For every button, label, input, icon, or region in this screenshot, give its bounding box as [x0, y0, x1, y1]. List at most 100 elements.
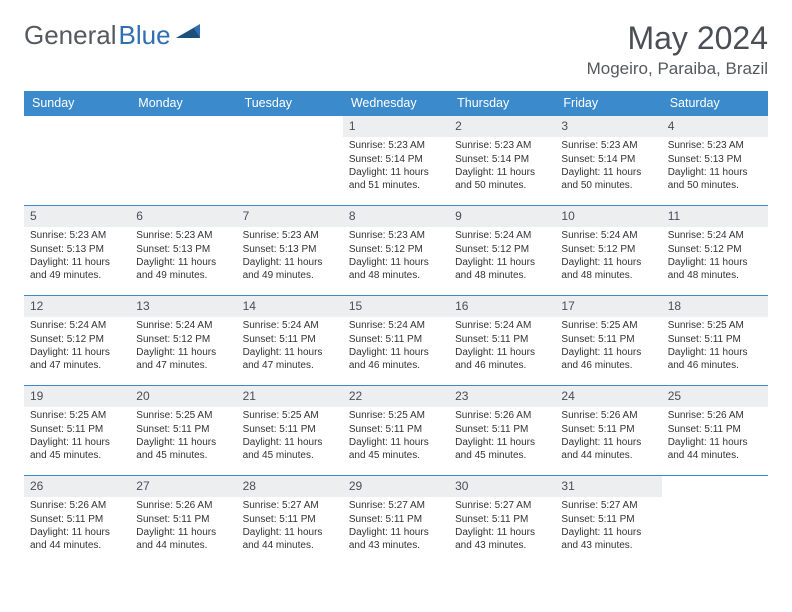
- daylight-line: Daylight: 11 hours and 47 minutes.: [136, 347, 230, 372]
- day-number: 31: [555, 476, 661, 497]
- day-info: Sunrise: 5:26 AMSunset: 5:11 PMDaylight:…: [555, 407, 661, 469]
- day-header: Monday: [130, 91, 236, 116]
- day-cell: 21Sunrise: 5:25 AMSunset: 5:11 PMDayligh…: [237, 386, 343, 476]
- day-number: 22: [343, 386, 449, 407]
- day-number: 1: [343, 116, 449, 137]
- triangle-icon: [176, 22, 202, 45]
- day-info: Sunrise: 5:25 AMSunset: 5:11 PMDaylight:…: [24, 407, 130, 469]
- sunset-line: Sunset: 5:14 PM: [349, 154, 443, 167]
- daylight-line: Daylight: 11 hours and 45 minutes.: [455, 437, 549, 462]
- day-cell: 12Sunrise: 5:24 AMSunset: 5:12 PMDayligh…: [24, 296, 130, 386]
- day-info: Sunrise: 5:24 AMSunset: 5:11 PMDaylight:…: [343, 317, 449, 379]
- daylight-line: Daylight: 11 hours and 48 minutes.: [349, 257, 443, 282]
- daylight-line: Daylight: 11 hours and 48 minutes.: [561, 257, 655, 282]
- day-header-row: Sunday Monday Tuesday Wednesday Thursday…: [24, 91, 768, 116]
- day-number: 28: [237, 476, 343, 497]
- sunrise-line: Sunrise: 5:23 AM: [668, 140, 762, 153]
- daylight-line: Daylight: 11 hours and 49 minutes.: [243, 257, 337, 282]
- daylight-line: Daylight: 11 hours and 44 minutes.: [668, 437, 762, 462]
- day-number: 7: [237, 206, 343, 227]
- sunrise-line: Sunrise: 5:25 AM: [349, 410, 443, 423]
- daylight-line: Daylight: 11 hours and 43 minutes.: [455, 527, 549, 552]
- day-info: Sunrise: 5:23 AMSunset: 5:13 PMDaylight:…: [130, 227, 236, 289]
- sunrise-line: Sunrise: 5:25 AM: [668, 320, 762, 333]
- day-cell: 10Sunrise: 5:24 AMSunset: 5:12 PMDayligh…: [555, 206, 661, 296]
- day-number: 27: [130, 476, 236, 497]
- day-info: Sunrise: 5:23 AMSunset: 5:14 PMDaylight:…: [449, 137, 555, 199]
- sunset-line: Sunset: 5:11 PM: [349, 424, 443, 437]
- day-info: Sunrise: 5:26 AMSunset: 5:11 PMDaylight:…: [130, 497, 236, 559]
- header: GeneralBlue May 2024 Mogeiro, Paraiba, B…: [24, 20, 768, 79]
- day-cell: 29Sunrise: 5:27 AMSunset: 5:11 PMDayligh…: [343, 476, 449, 566]
- day-cell: 25Sunrise: 5:26 AMSunset: 5:11 PMDayligh…: [662, 386, 768, 476]
- day-info: Sunrise: 5:25 AMSunset: 5:11 PMDaylight:…: [343, 407, 449, 469]
- day-cell: 3Sunrise: 5:23 AMSunset: 5:14 PMDaylight…: [555, 116, 661, 206]
- sunset-line: Sunset: 5:11 PM: [243, 424, 337, 437]
- day-number: [24, 116, 130, 122]
- daylight-line: Daylight: 11 hours and 45 minutes.: [30, 437, 124, 462]
- day-cell: 30Sunrise: 5:27 AMSunset: 5:11 PMDayligh…: [449, 476, 555, 566]
- daylight-line: Daylight: 11 hours and 46 minutes.: [455, 347, 549, 372]
- day-cell: 27Sunrise: 5:26 AMSunset: 5:11 PMDayligh…: [130, 476, 236, 566]
- day-cell: 7Sunrise: 5:23 AMSunset: 5:13 PMDaylight…: [237, 206, 343, 296]
- daylight-line: Daylight: 11 hours and 44 minutes.: [243, 527, 337, 552]
- day-number: 8: [343, 206, 449, 227]
- week-row: 26Sunrise: 5:26 AMSunset: 5:11 PMDayligh…: [24, 476, 768, 566]
- sunrise-line: Sunrise: 5:26 AM: [30, 500, 124, 513]
- day-info: Sunrise: 5:23 AMSunset: 5:13 PMDaylight:…: [24, 227, 130, 289]
- day-header: Saturday: [662, 91, 768, 116]
- sunrise-line: Sunrise: 5:25 AM: [30, 410, 124, 423]
- day-number: 13: [130, 296, 236, 317]
- calendar-table: Sunday Monday Tuesday Wednesday Thursday…: [24, 91, 768, 566]
- day-cell: 19Sunrise: 5:25 AMSunset: 5:11 PMDayligh…: [24, 386, 130, 476]
- daylight-line: Daylight: 11 hours and 50 minutes.: [668, 167, 762, 192]
- day-info: Sunrise: 5:23 AMSunset: 5:13 PMDaylight:…: [662, 137, 768, 199]
- sunrise-line: Sunrise: 5:27 AM: [455, 500, 549, 513]
- sunrise-line: Sunrise: 5:25 AM: [243, 410, 337, 423]
- day-cell: 2Sunrise: 5:23 AMSunset: 5:14 PMDaylight…: [449, 116, 555, 206]
- day-info: Sunrise: 5:24 AMSunset: 5:12 PMDaylight:…: [555, 227, 661, 289]
- sunset-line: Sunset: 5:11 PM: [243, 334, 337, 347]
- day-cell: 9Sunrise: 5:24 AMSunset: 5:12 PMDaylight…: [449, 206, 555, 296]
- sunset-line: Sunset: 5:11 PM: [561, 514, 655, 527]
- sunrise-line: Sunrise: 5:24 AM: [561, 230, 655, 243]
- sunrise-line: Sunrise: 5:23 AM: [349, 230, 443, 243]
- sunset-line: Sunset: 5:11 PM: [349, 514, 443, 527]
- sunrise-line: Sunrise: 5:23 AM: [455, 140, 549, 153]
- day-info: Sunrise: 5:26 AMSunset: 5:11 PMDaylight:…: [662, 407, 768, 469]
- week-row: 19Sunrise: 5:25 AMSunset: 5:11 PMDayligh…: [24, 386, 768, 476]
- day-header: Tuesday: [237, 91, 343, 116]
- sunrise-line: Sunrise: 5:25 AM: [561, 320, 655, 333]
- sunrise-line: Sunrise: 5:23 AM: [243, 230, 337, 243]
- day-number: 24: [555, 386, 661, 407]
- daylight-line: Daylight: 11 hours and 48 minutes.: [668, 257, 762, 282]
- day-info: Sunrise: 5:23 AMSunset: 5:14 PMDaylight:…: [343, 137, 449, 199]
- sunset-line: Sunset: 5:12 PM: [455, 244, 549, 257]
- sunset-line: Sunset: 5:13 PM: [668, 154, 762, 167]
- day-info: Sunrise: 5:26 AMSunset: 5:11 PMDaylight:…: [24, 497, 130, 559]
- daylight-line: Daylight: 11 hours and 43 minutes.: [561, 527, 655, 552]
- sunset-line: Sunset: 5:11 PM: [668, 424, 762, 437]
- day-info: Sunrise: 5:25 AMSunset: 5:11 PMDaylight:…: [237, 407, 343, 469]
- sunrise-line: Sunrise: 5:24 AM: [455, 320, 549, 333]
- sunset-line: Sunset: 5:13 PM: [30, 244, 124, 257]
- day-info: Sunrise: 5:24 AMSunset: 5:12 PMDaylight:…: [449, 227, 555, 289]
- sunrise-line: Sunrise: 5:27 AM: [349, 500, 443, 513]
- sunset-line: Sunset: 5:11 PM: [561, 424, 655, 437]
- daylight-line: Daylight: 11 hours and 50 minutes.: [561, 167, 655, 192]
- day-number: 14: [237, 296, 343, 317]
- day-number: 6: [130, 206, 236, 227]
- sunset-line: Sunset: 5:14 PM: [455, 154, 549, 167]
- day-info: Sunrise: 5:27 AMSunset: 5:11 PMDaylight:…: [449, 497, 555, 559]
- daylight-line: Daylight: 11 hours and 45 minutes.: [243, 437, 337, 462]
- day-cell: 28Sunrise: 5:27 AMSunset: 5:11 PMDayligh…: [237, 476, 343, 566]
- sunrise-line: Sunrise: 5:24 AM: [136, 320, 230, 333]
- sunrise-line: Sunrise: 5:23 AM: [349, 140, 443, 153]
- day-number: 3: [555, 116, 661, 137]
- day-header: Friday: [555, 91, 661, 116]
- day-info: Sunrise: 5:24 AMSunset: 5:11 PMDaylight:…: [449, 317, 555, 379]
- sunset-line: Sunset: 5:11 PM: [243, 514, 337, 527]
- day-number: 16: [449, 296, 555, 317]
- week-row: 12Sunrise: 5:24 AMSunset: 5:12 PMDayligh…: [24, 296, 768, 386]
- sunset-line: Sunset: 5:12 PM: [136, 334, 230, 347]
